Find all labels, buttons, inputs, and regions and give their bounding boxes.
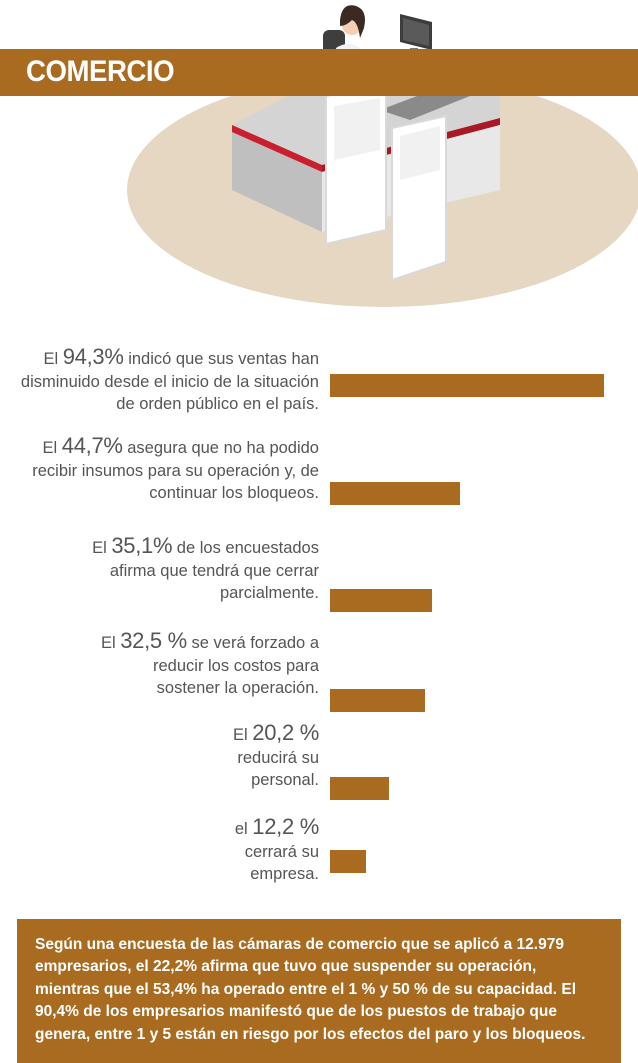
bar-label-3: El 32,5 % se verá forzado a reducir los c… [19, 628, 320, 700]
bar-value-label: 44,7% [61, 433, 123, 458]
bar-label-prefix: El [233, 726, 253, 744]
bar-chart: El 94,3% indicó que sus ventas han dismin… [0, 330, 638, 910]
bar-4 [330, 777, 389, 800]
bar-label-line: parcialmente. [219, 584, 319, 602]
bar-value-label: 12,2 % [252, 814, 319, 839]
bar-label-line: reducirá su [237, 748, 319, 767]
bar-label-line: continuar los bloqueos. [149, 484, 319, 502]
bar-value-label: 94,3% [62, 344, 124, 369]
bar-label-line: disminuido desde el inicio de la situaci… [20, 372, 319, 391]
bar-label-5: el 12,2 % cerrará su empresa. [19, 814, 319, 886]
bar-label-4: El 20,2 % reducirá su personal. [19, 720, 319, 792]
bar-label-line: empresa. [250, 865, 319, 883]
bar-label-1: El 44,7% asegura que no ha podido recibir… [19, 433, 319, 505]
bar-label-0: El 94,3% indicó que sus ventas han dismin… [19, 344, 319, 416]
bar-label-text: indicó que sus ventas han [123, 350, 319, 368]
bar-label-line: reducir los costos para [153, 656, 319, 675]
glass-partitions [325, 84, 447, 282]
bar-2 [330, 589, 432, 612]
bar-value-label: 32,5 % [120, 628, 187, 653]
bar-0 [330, 374, 604, 397]
bar-label-line: afirma que tendrá que cerrar [109, 561, 319, 580]
bar-label-prefix: El [43, 350, 63, 368]
footer-panel: Según una encuesta de las cámaras de com… [17, 919, 621, 1063]
bar-label-text: de los encuestados [172, 539, 319, 557]
title-banner [0, 49, 638, 96]
bar-value-label: 20,2 % [252, 720, 319, 745]
footer-text: Según una encuesta de las cámaras de com… [35, 936, 586, 1043]
bar-label-text: asegura que no ha podido [122, 439, 319, 457]
bar-5 [330, 850, 366, 873]
bar-label-line: cerrará su [244, 842, 319, 861]
bar-label-2: El 35,1% de los encuestados afirma que te… [19, 533, 319, 605]
bar-1 [330, 482, 460, 505]
bar-label-prefix: el [234, 820, 253, 838]
bar-label-line: sostener la operación. [156, 679, 319, 697]
bar-label-line: de orden público en el país. [116, 395, 319, 413]
bar-label-prefix: El [100, 634, 121, 652]
page-title: COMERCIO [26, 55, 175, 88]
bar-label-line: recibir insumos para su operación y, de [32, 461, 319, 480]
bar-label-text: se verá forzado a [186, 634, 320, 652]
bar-label-prefix: El [92, 539, 112, 557]
bar-label-prefix: El [42, 439, 62, 457]
bar-3 [330, 689, 425, 712]
bar-value-label: 35,1% [111, 533, 173, 558]
bar-label-line: personal. [251, 771, 319, 789]
